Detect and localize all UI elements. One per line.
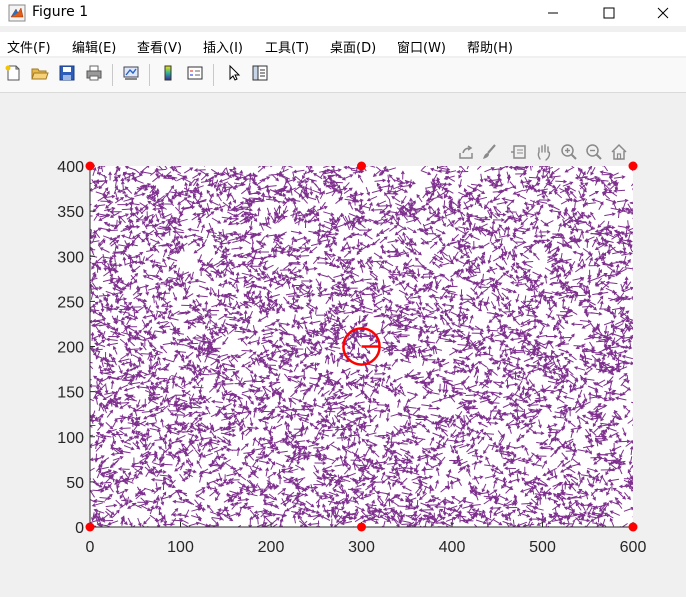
x-tick-label: 600 [620, 539, 647, 556]
zoom-in-icon[interactable] [559, 141, 579, 163]
menu-edit[interactable]: 编辑(E) [72, 41, 117, 56]
minimize-button[interactable] [530, 0, 576, 26]
boundary-marker [628, 161, 638, 171]
matlab-logo-icon [8, 4, 26, 26]
x-tick-label: 200 [258, 539, 285, 556]
menu-desktop[interactable]: 桌面(D) [330, 41, 377, 56]
print-icon[interactable] [83, 62, 105, 84]
pan-icon[interactable] [534, 141, 554, 163]
boundary-marker [628, 522, 638, 532]
boundary-marker [357, 161, 366, 171]
boundary-marker [357, 522, 366, 532]
y-tick-label: 0 [75, 520, 84, 537]
edit-plot-icon[interactable] [223, 62, 245, 84]
data-tips-icon[interactable] [509, 141, 529, 163]
x-tick-label: 0 [86, 539, 95, 556]
brush-icon[interactable] [479, 141, 499, 163]
x-tick-label: 300 [348, 539, 375, 556]
y-tick-label: 250 [57, 294, 84, 311]
x-tick-label: 400 [439, 539, 466, 556]
menu-view[interactable]: 查看(V) [137, 41, 183, 56]
menu-insert[interactable]: 插入(I) [203, 41, 243, 56]
insert-colorbar-icon[interactable] [157, 62, 179, 84]
boundary-marker [85, 161, 95, 171]
menu-tools[interactable]: 工具(T) [265, 41, 310, 56]
open-file-icon[interactable] [29, 62, 51, 84]
figure-toolbar [0, 58, 686, 93]
y-tick-label: 100 [57, 430, 84, 447]
zoom-out-icon[interactable] [584, 141, 604, 163]
x-tick-label: 500 [529, 539, 556, 556]
y-tick-label: 350 [57, 204, 84, 221]
new-figure-icon[interactable] [2, 62, 24, 84]
y-tick-label: 50 [66, 475, 84, 492]
menu-window[interactable]: 窗口(W) [397, 41, 446, 56]
x-tick-label: 100 [167, 539, 194, 556]
menu-help[interactable]: 帮助(H) [467, 41, 513, 56]
maximize-button[interactable] [586, 0, 632, 26]
boundary-marker [85, 522, 95, 532]
property-inspector-icon[interactable] [249, 62, 271, 84]
home-icon[interactable] [609, 141, 629, 163]
menu-file[interactable]: 文件(F) [7, 41, 51, 56]
y-tick-label: 200 [57, 340, 84, 357]
quiver-arrows [90, 166, 633, 527]
insert-legend-icon[interactable] [184, 62, 206, 84]
toolbar-separator [149, 64, 150, 86]
link-plot-icon[interactable] [120, 62, 142, 84]
title-bar: Figure 1 [0, 0, 686, 26]
toolbar-separator [213, 64, 214, 86]
menu-bar: 文件(F) 编辑(E) 查看(V) 插入(I) 工具(T) 桌面(D) 窗口(W… [0, 32, 686, 56]
toolbar-separator [112, 64, 113, 86]
window-title: Figure 1 [32, 4, 89, 20]
y-tick-label: 150 [57, 385, 84, 402]
y-tick-label: 400 [57, 159, 84, 176]
y-tick-label: 300 [57, 249, 84, 266]
save-icon[interactable] [56, 62, 78, 84]
close-button[interactable] [640, 0, 686, 26]
export-icon[interactable] [456, 141, 476, 163]
